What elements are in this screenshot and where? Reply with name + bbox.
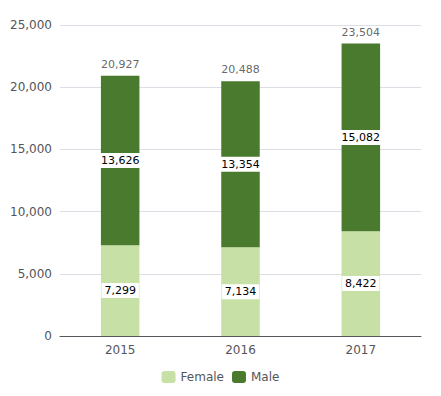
svg-text:20,000: 20,000 — [10, 80, 52, 94]
svg-text:2016: 2016 — [225, 343, 256, 357]
svg-text:13,626: 13,626 — [101, 154, 140, 167]
svg-text:20,927: 20,927 — [101, 58, 140, 71]
svg-text:2017: 2017 — [346, 343, 377, 357]
svg-text:25,000: 25,000 — [10, 18, 52, 32]
svg-text:Female: Female — [181, 370, 224, 384]
svg-text:8,422: 8,422 — [345, 277, 377, 290]
svg-text:5,000: 5,000 — [18, 267, 52, 281]
svg-text:13,354: 13,354 — [221, 158, 260, 171]
svg-text:20,488: 20,488 — [221, 63, 260, 76]
svg-text:7,299: 7,299 — [104, 284, 136, 297]
svg-text:23,504: 23,504 — [342, 26, 381, 39]
svg-text:10,000: 10,000 — [10, 205, 52, 219]
svg-text:0: 0 — [44, 329, 52, 343]
svg-text:7,134: 7,134 — [225, 285, 257, 298]
svg-text:15,082: 15,082 — [342, 131, 381, 144]
svg-text:2015: 2015 — [105, 343, 136, 357]
svg-text:Male: Male — [251, 370, 279, 384]
svg-text:15,000: 15,000 — [10, 142, 52, 156]
